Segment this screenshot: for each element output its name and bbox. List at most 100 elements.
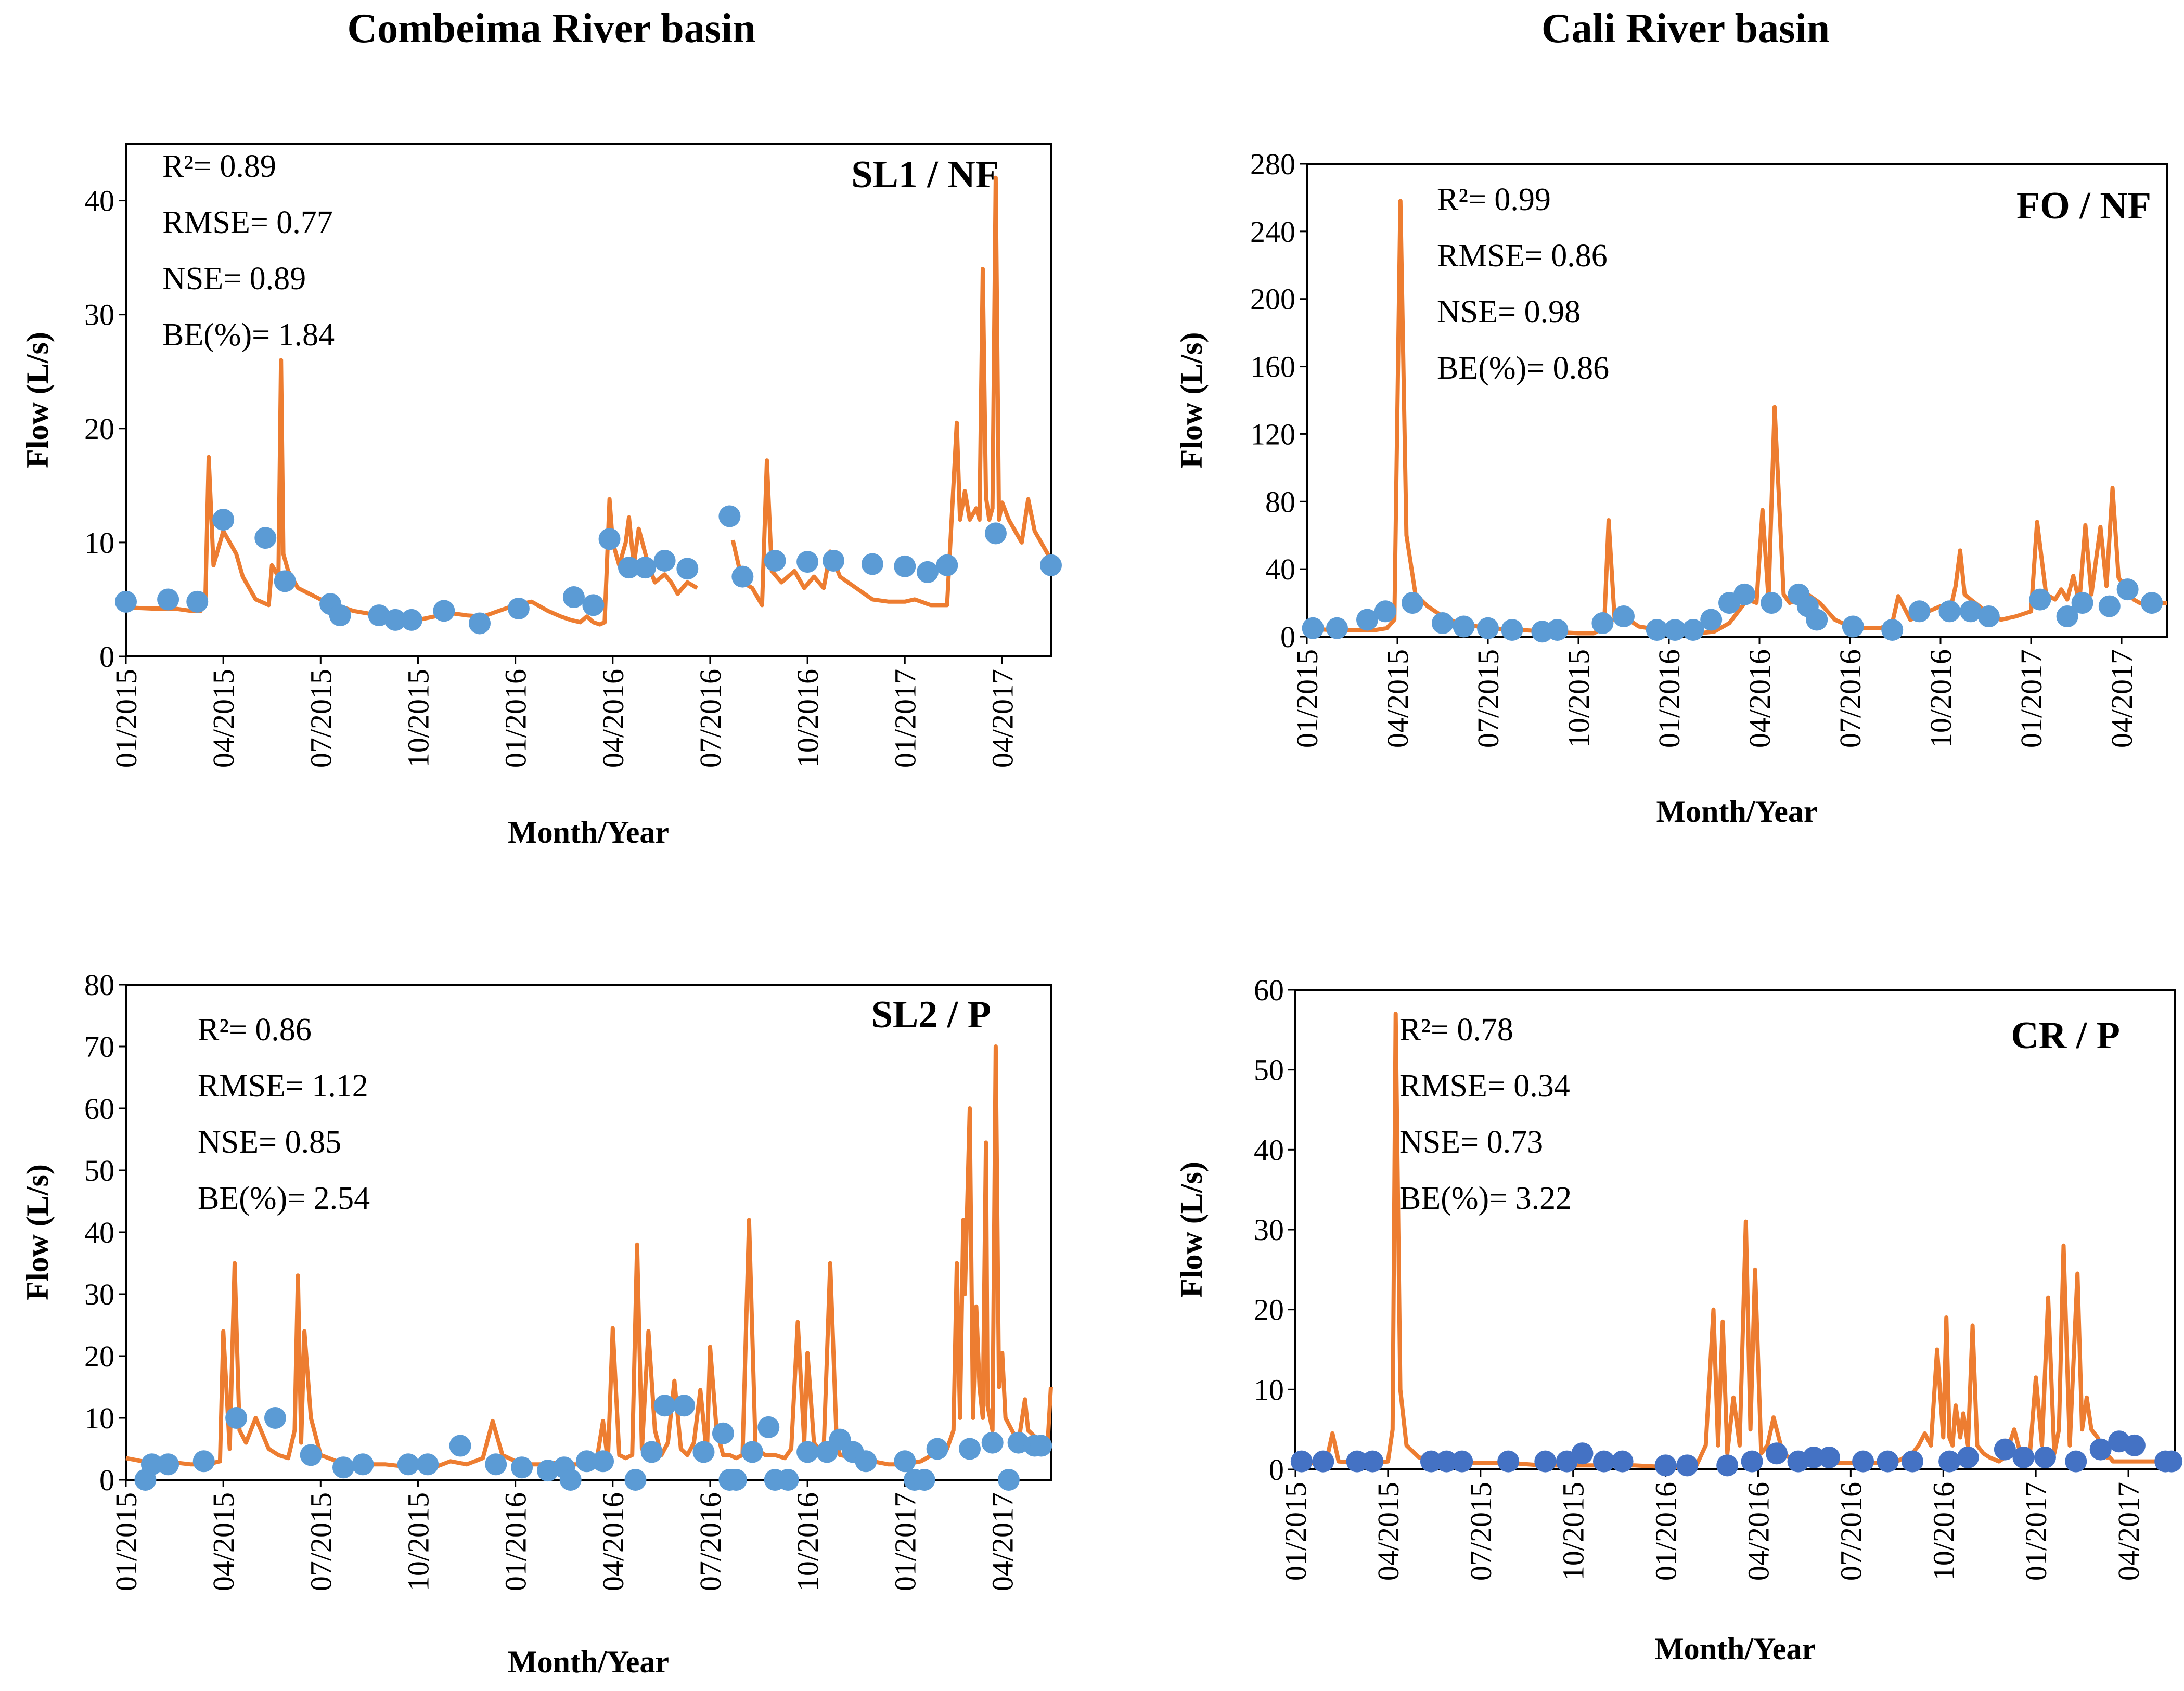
x-tick-label: 04/2017 — [2105, 649, 2139, 748]
x-tick-label: 10/2015 — [401, 1492, 435, 1591]
y-tick-label: 80 — [84, 968, 114, 1002]
stat-be: BE(%)= 3.22 — [1399, 1181, 1572, 1216]
observed-point — [1477, 617, 1499, 639]
observed-point — [2141, 592, 2163, 614]
observed-point — [1592, 1450, 1615, 1473]
observed-point — [1761, 592, 1783, 614]
observed-point — [1938, 600, 1961, 623]
observed-point — [1501, 619, 1523, 641]
observed-point — [1326, 617, 1348, 639]
observed-point — [757, 1416, 780, 1438]
y-tick-label: 50 — [1254, 1053, 1284, 1087]
observed-point — [1346, 1450, 1368, 1473]
stat-nse: NSE= 0.98 — [1437, 294, 1581, 330]
observed-point — [1766, 1442, 1788, 1465]
observed-point — [618, 557, 640, 579]
x-tick-label: 10/2016 — [791, 1492, 825, 1591]
observed-point — [2116, 578, 2139, 601]
observed-point — [640, 1441, 663, 1463]
x-tick-label: 04/2016 — [1741, 1482, 1775, 1581]
stat-be: BE(%)= 0.86 — [1437, 351, 1609, 386]
y-tick-label: 120 — [1250, 417, 1295, 451]
observed-point — [741, 1441, 764, 1463]
x-tick-label: 04/2015 — [207, 669, 240, 768]
y-tick-label: 40 — [1254, 1133, 1284, 1167]
observed-point — [624, 1469, 647, 1491]
observed-point — [1290, 1450, 1313, 1473]
observed-point — [192, 1450, 215, 1473]
x-tick-label: 01/2017 — [2019, 1482, 2053, 1581]
observed-point — [1901, 1450, 1923, 1473]
y-tick-label: 0 — [99, 1463, 114, 1497]
observed-point — [1432, 612, 1454, 635]
observed-point — [1312, 1450, 1334, 1473]
observed-point — [692, 1441, 715, 1463]
observed-point — [1534, 1450, 1557, 1473]
observed-point — [274, 570, 296, 592]
x-tick-label: 01/2017 — [2014, 649, 2048, 748]
observed-point — [718, 505, 741, 527]
y-tick-label: 160 — [1250, 350, 1295, 384]
observed-point — [725, 1469, 747, 1491]
x-tick-label: 01/2016 — [499, 1492, 533, 1591]
y-tick-label: 40 — [84, 1216, 114, 1249]
panel-label: SL2 / P — [871, 993, 991, 1036]
x-tick-label: 04/2015 — [1381, 649, 1415, 748]
x-axis-label: Month/Year — [1656, 794, 1818, 829]
observed-point — [1040, 554, 1062, 576]
y-tick-label: 20 — [84, 1339, 114, 1373]
y-tick-label: 0 — [1280, 620, 1295, 654]
observed-point — [913, 1469, 935, 1491]
stat-rmse: RMSE= 0.34 — [1399, 1068, 1570, 1104]
observed-point — [264, 1407, 286, 1429]
observed-point — [1994, 1438, 2016, 1461]
y-tick-label: 30 — [84, 1277, 114, 1311]
observed-point — [712, 1422, 734, 1444]
observed-point — [592, 1450, 614, 1473]
observed-point — [1546, 619, 1569, 641]
x-tick-label: 10/2016 — [791, 669, 825, 768]
x-tick-label: 10/2016 — [1926, 1482, 1960, 1581]
observed-point — [1030, 1435, 1052, 1457]
stat-nse: NSE= 0.89 — [162, 261, 306, 296]
observed-point — [559, 1469, 582, 1491]
plot-frame — [1306, 163, 2168, 638]
observed-point — [676, 558, 699, 580]
observed-point — [796, 1441, 819, 1463]
observed-point — [1613, 605, 1635, 628]
x-tick-label: 04/2017 — [985, 1492, 1019, 1591]
basin-title-combeima: Combeima River basin — [347, 6, 756, 51]
observed-point — [1877, 1450, 1899, 1473]
observed-point — [1733, 583, 1755, 605]
observed-point — [2012, 1446, 2035, 1468]
observed-point — [653, 549, 676, 572]
x-tick-label: 01/2015 — [109, 1492, 143, 1591]
observed-point — [1938, 1450, 1961, 1473]
observed-point — [1451, 1450, 1473, 1473]
observed-point — [300, 1444, 322, 1466]
x-tick-label: 01/2015 — [1279, 1482, 1313, 1581]
y-tick-label: 0 — [99, 640, 114, 674]
observed-point — [397, 1453, 419, 1476]
x-tick-label: 07/2015 — [304, 1492, 338, 1591]
observed-point — [1700, 609, 1723, 631]
observed-point — [1361, 1450, 1384, 1473]
observed-point — [254, 527, 277, 549]
observed-point — [537, 1460, 559, 1482]
panel-label: FO / NF — [2016, 185, 2151, 227]
observed-point — [2161, 1450, 2183, 1473]
observed-point — [1716, 1454, 1739, 1477]
observed-point — [777, 1469, 799, 1491]
observed-point — [634, 557, 657, 579]
observed-point — [1960, 600, 1982, 623]
y-tick-label: 80 — [1265, 485, 1295, 519]
observed-point — [2123, 1434, 2146, 1456]
observed-point — [1977, 605, 2000, 628]
observed-point — [1356, 609, 1378, 631]
stat-rmse: RMSE= 0.86 — [1437, 238, 1608, 274]
x-tick-label: 07/2015 — [1471, 649, 1505, 748]
observed-point — [1664, 619, 1686, 641]
y-tick-label: 10 — [1254, 1373, 1284, 1406]
